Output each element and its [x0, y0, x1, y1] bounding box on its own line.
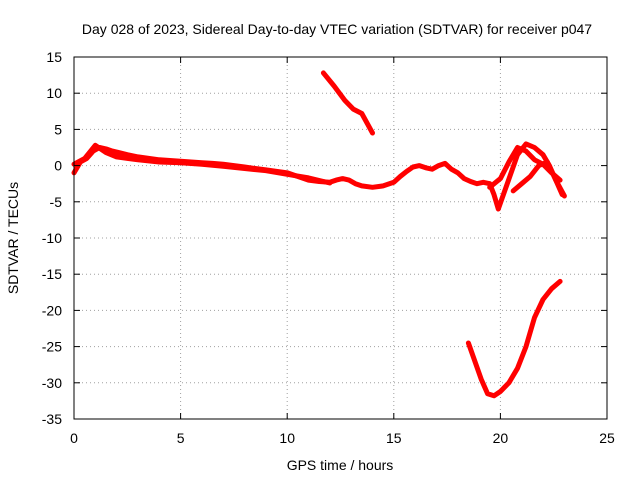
x-axis-ticks: 0 5 10 15 20 25: [70, 57, 615, 446]
y-tick-label: -5: [50, 194, 63, 210]
y-axis-label: SDTVAR / TECUs: [5, 182, 21, 294]
y-tick-label: 10: [46, 85, 62, 101]
x-tick-label: 20: [493, 430, 509, 446]
plot-frame: [73, 56, 608, 420]
x-tick-label: 25: [599, 430, 615, 446]
x-axis-label: GPS time / hours: [287, 457, 394, 473]
series-main: [71, 145, 493, 190]
y-tick-label: -15: [42, 266, 62, 282]
data-series: [71, 70, 567, 399]
y-tick-label: -30: [42, 375, 62, 391]
y-tick-label: 15: [46, 49, 62, 65]
grid: [74, 57, 607, 419]
y-tick-label: 5: [54, 121, 62, 137]
series-upper-segment: [320, 70, 375, 136]
x-tick-label: 5: [177, 430, 185, 446]
y-axis-ticks: 15 10 5 0 -5 -10 -15 -20 -25 -30 -35: [42, 49, 607, 427]
y-tick-label: -35: [42, 411, 62, 427]
y-tick-label: -20: [42, 302, 62, 318]
y-tick-label: 0: [54, 158, 62, 174]
series-lower-v: [465, 278, 563, 399]
y-tick-label: -10: [42, 230, 62, 246]
chart-title: Day 028 of 2023, Sidereal Day-to-day VTE…: [82, 21, 592, 37]
series-main-offset: [71, 142, 333, 186]
x-tick-label: 15: [386, 430, 402, 446]
series-evening-loop-3: [510, 159, 567, 199]
x-tick-label: 0: [70, 430, 78, 446]
y-tick-label: -25: [42, 339, 62, 355]
x-tick-label: 10: [279, 430, 295, 446]
